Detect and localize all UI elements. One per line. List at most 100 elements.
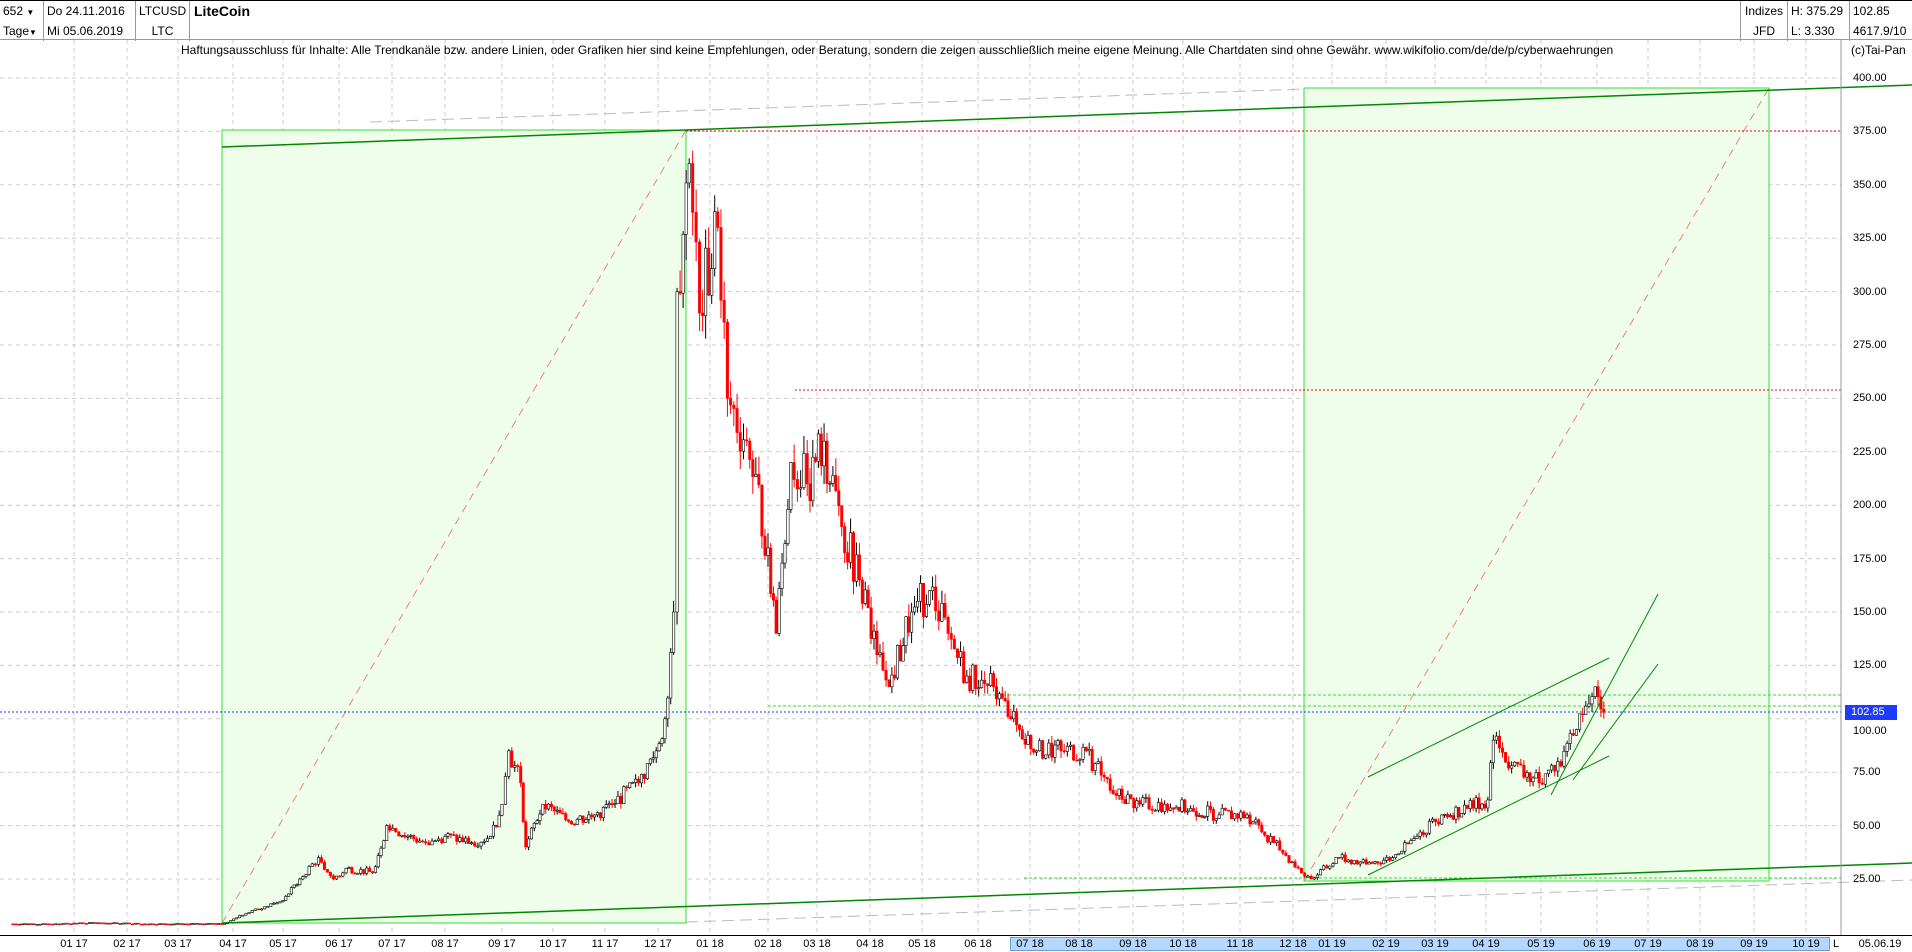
- x-tick-label: 11 18: [1226, 938, 1254, 950]
- candle: [1296, 865, 1300, 870]
- candle: [669, 647, 673, 705]
- candle: [805, 439, 809, 496]
- candle: [81, 922, 85, 925]
- candle: [1322, 864, 1326, 871]
- candle: [278, 901, 282, 904]
- candle: [1239, 809, 1243, 822]
- x-tick-label: 02 17: [113, 938, 141, 950]
- candle: [1596, 680, 1600, 706]
- candle: [1168, 803, 1172, 812]
- candle: [365, 865, 369, 876]
- candle: [11, 923, 15, 926]
- candle: [997, 691, 1001, 707]
- candle: [513, 760, 517, 772]
- candle: [149, 923, 153, 926]
- candle: [1468, 797, 1472, 813]
- candle: [1519, 758, 1523, 766]
- candle: [687, 158, 691, 189]
- candle: [622, 785, 626, 804]
- candle: [959, 641, 963, 667]
- candle: [1254, 816, 1258, 825]
- candle: [955, 648, 959, 664]
- candle: [558, 807, 562, 814]
- candle: [1494, 731, 1498, 745]
- candle: [1183, 798, 1187, 814]
- candle: [719, 209, 723, 319]
- candle: [1272, 836, 1276, 843]
- candle: [1525, 770, 1529, 783]
- candle: [433, 839, 437, 842]
- y-tick-label: 375.00: [1853, 125, 1887, 138]
- candle: [368, 865, 372, 872]
- candle: [1491, 734, 1495, 769]
- candle: [1550, 763, 1554, 773]
- candle: [54, 923, 58, 926]
- candle: [760, 484, 764, 549]
- candle: [1373, 860, 1377, 865]
- candle: [1017, 723, 1021, 737]
- candle: [757, 456, 761, 489]
- candle: [949, 626, 953, 650]
- candle: [1540, 778, 1544, 786]
- candle: [962, 646, 966, 685]
- candle: [1331, 862, 1335, 868]
- candle: [881, 641, 885, 671]
- candle: [628, 782, 632, 789]
- candle: [694, 189, 698, 262]
- candle: [356, 872, 360, 875]
- candle: [1385, 854, 1389, 863]
- candle: [1211, 807, 1215, 825]
- candle: [1174, 805, 1178, 810]
- candle: [825, 432, 829, 494]
- candle: [1203, 815, 1207, 819]
- candle: [373, 865, 377, 874]
- candle: [295, 883, 299, 887]
- candle: [78, 922, 82, 925]
- candle: [1056, 738, 1060, 750]
- candle: [1501, 742, 1505, 758]
- candle: [1096, 758, 1100, 765]
- candle: [927, 590, 931, 607]
- candle: [792, 444, 796, 488]
- dropdown-arrow-icon: ▼: [26, 8, 35, 17]
- candle: [808, 467, 812, 513]
- candle: [507, 748, 511, 780]
- candle: [1406, 842, 1410, 845]
- period-dropdown[interactable]: Tage▼: [0, 21, 44, 41]
- candle: [421, 839, 425, 843]
- candle: [211, 922, 215, 925]
- time-axis[interactable]: L 05.06.19 01 17 02 17 03 17 04 17 05 17 06 1…: [0, 935, 1912, 952]
- x-tick-label: 09 18: [1119, 938, 1147, 950]
- candle: [244, 913, 248, 916]
- visible-range-highlight[interactable]: [1010, 937, 1830, 951]
- x-tick-label: 05 19: [1527, 938, 1555, 950]
- candle: [1233, 813, 1237, 822]
- candle: [884, 660, 888, 687]
- candle: [1206, 801, 1210, 821]
- candle: [1078, 757, 1082, 766]
- candle: [735, 393, 739, 444]
- x-tick-label: 12 17: [644, 938, 672, 950]
- candle: [353, 871, 357, 875]
- candle: [362, 869, 366, 876]
- candle: [1474, 795, 1478, 813]
- x-tick-label: 09 17: [488, 938, 516, 950]
- candle: [467, 835, 471, 844]
- candle: [100, 922, 104, 925]
- candle: [544, 799, 548, 814]
- bars-dropdown[interactable]: 652 ▼: [0, 1, 44, 21]
- candle: [1102, 772, 1106, 782]
- candle: [316, 855, 320, 867]
- candle: [1197, 812, 1201, 818]
- candle: [1132, 797, 1136, 813]
- exchange: JFD: [1740, 21, 1788, 41]
- y-tick-label: 250.00: [1853, 392, 1887, 405]
- candle: [1047, 739, 1051, 759]
- candle: [863, 581, 867, 606]
- candle: [1303, 871, 1307, 878]
- candle: [497, 810, 501, 828]
- x-tick-label: 07 18: [1016, 938, 1044, 950]
- candle: [331, 873, 335, 881]
- projection-box-1: [221, 129, 687, 924]
